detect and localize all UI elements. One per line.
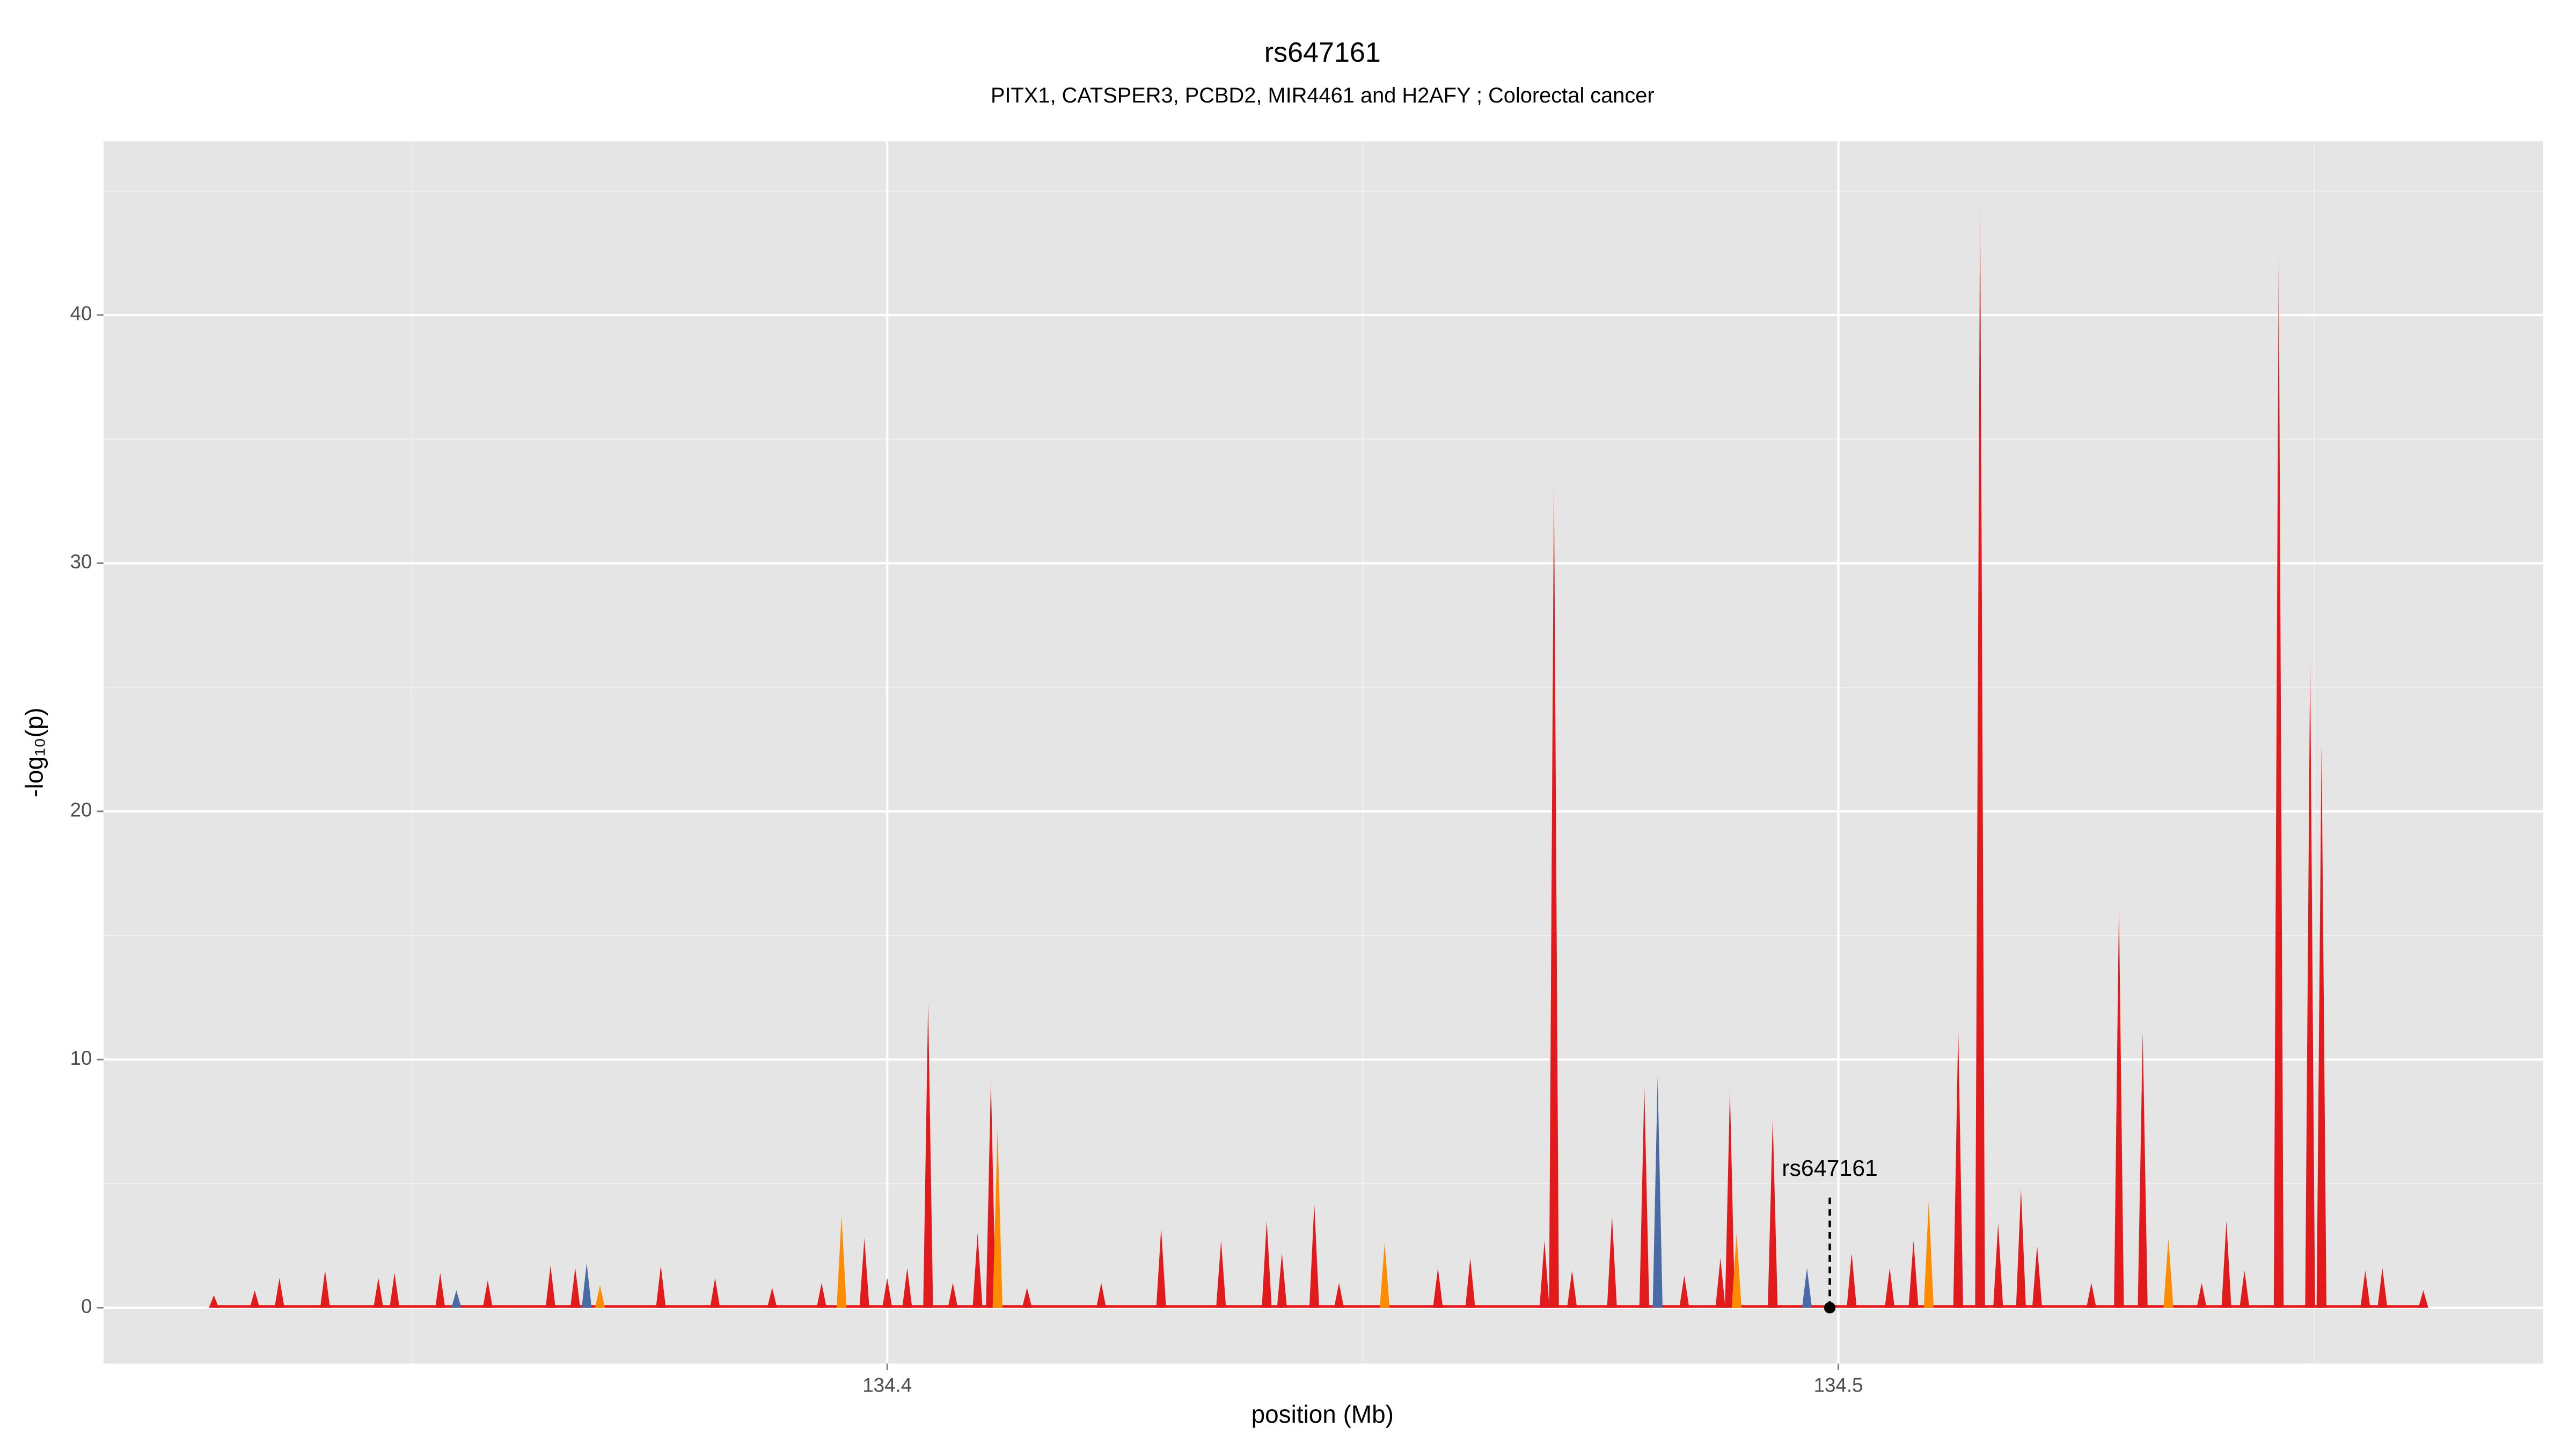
spike xyxy=(581,1263,592,1308)
y-tick-label: 10 xyxy=(70,1047,92,1069)
spike xyxy=(1847,1253,1857,1308)
spike xyxy=(2240,1270,2250,1308)
spike xyxy=(1607,1216,1617,1308)
spike xyxy=(1465,1258,1475,1308)
spike xyxy=(2305,660,2315,1308)
annotation-label: rs647161 xyxy=(1782,1155,1878,1181)
spike xyxy=(1975,196,1985,1308)
spike xyxy=(1908,1240,1919,1308)
spike xyxy=(948,1283,958,1308)
spike xyxy=(320,1270,330,1308)
x-tick-label: 134.5 xyxy=(1814,1374,1863,1396)
spike xyxy=(1725,1089,1735,1308)
spike xyxy=(816,1283,827,1308)
spike xyxy=(2360,1270,2370,1308)
spike xyxy=(710,1278,720,1308)
chart-title: rs647161 xyxy=(1264,37,1381,68)
spike xyxy=(1679,1275,1689,1308)
spike xyxy=(923,1002,933,1308)
y-tick-label: 40 xyxy=(70,303,92,325)
y-tick-label: 20 xyxy=(70,799,92,821)
spike xyxy=(482,1280,493,1308)
spike xyxy=(1953,1027,1964,1308)
spike xyxy=(435,1273,445,1308)
spike xyxy=(1262,1220,1272,1308)
spike xyxy=(882,1278,892,1308)
spike xyxy=(1549,481,1559,1308)
spike xyxy=(2114,905,2124,1308)
spike xyxy=(2032,1246,2043,1308)
spike xyxy=(656,1265,666,1308)
spike xyxy=(274,1278,284,1308)
x-tick-label: 134.4 xyxy=(862,1374,912,1396)
spike xyxy=(451,1290,462,1308)
spike xyxy=(1652,1077,1663,1308)
spike xyxy=(1022,1287,1032,1308)
labels: 0 10 20 30 40 134.4 134.5 rs647161 xyxy=(70,303,1878,1396)
annotation-point xyxy=(1824,1302,1836,1314)
spike xyxy=(2316,744,2327,1308)
spike xyxy=(986,1079,996,1308)
spike xyxy=(1802,1268,1812,1308)
spike xyxy=(2163,1238,2174,1308)
spike xyxy=(1433,1268,1443,1308)
x-axis-title: position (Mb) xyxy=(1252,1400,1394,1428)
spike xyxy=(836,1216,847,1308)
spike xyxy=(1334,1283,1344,1308)
spike xyxy=(859,1238,869,1308)
spike xyxy=(2138,1032,2148,1308)
spike xyxy=(2197,1283,2207,1308)
spike xyxy=(2273,253,2284,1308)
spike xyxy=(2016,1188,2026,1308)
spike xyxy=(2377,1268,2388,1308)
spike xyxy=(1309,1203,1320,1308)
spike xyxy=(570,1268,581,1308)
spike xyxy=(595,1285,605,1308)
y-tick-label: 30 xyxy=(70,551,92,573)
spike xyxy=(2221,1220,2231,1308)
spike xyxy=(1096,1283,1107,1308)
spike xyxy=(1731,1233,1742,1308)
spike xyxy=(1923,1201,1934,1308)
y-axis-title: -log₁₀(p) xyxy=(20,707,48,797)
y-tick-label: 0 xyxy=(81,1295,92,1317)
spike xyxy=(2418,1290,2428,1308)
spike xyxy=(1993,1223,2003,1308)
spike xyxy=(1379,1243,1390,1308)
spike xyxy=(902,1268,912,1308)
spike xyxy=(1639,1087,1650,1308)
spike xyxy=(767,1287,777,1308)
spike xyxy=(1216,1240,1226,1308)
spike xyxy=(389,1273,400,1308)
spike xyxy=(972,1233,983,1308)
plot-panel xyxy=(103,141,2543,1364)
spike xyxy=(373,1278,384,1308)
marks xyxy=(209,196,2428,1308)
spike xyxy=(2086,1283,2097,1308)
spike xyxy=(992,1129,1002,1308)
spike xyxy=(250,1290,260,1308)
chart-subtitle: PITX1, CATSPER3, PCBD2, MIR4461 and H2AF… xyxy=(991,84,1655,107)
spike xyxy=(1156,1228,1166,1308)
spike xyxy=(1539,1240,1550,1308)
spike xyxy=(1567,1270,1577,1308)
spike xyxy=(1277,1253,1287,1308)
spike xyxy=(545,1265,556,1308)
spike xyxy=(209,1295,219,1308)
spike xyxy=(1715,1258,1725,1308)
spike xyxy=(1768,1119,1778,1308)
spike xyxy=(1885,1268,1895,1308)
